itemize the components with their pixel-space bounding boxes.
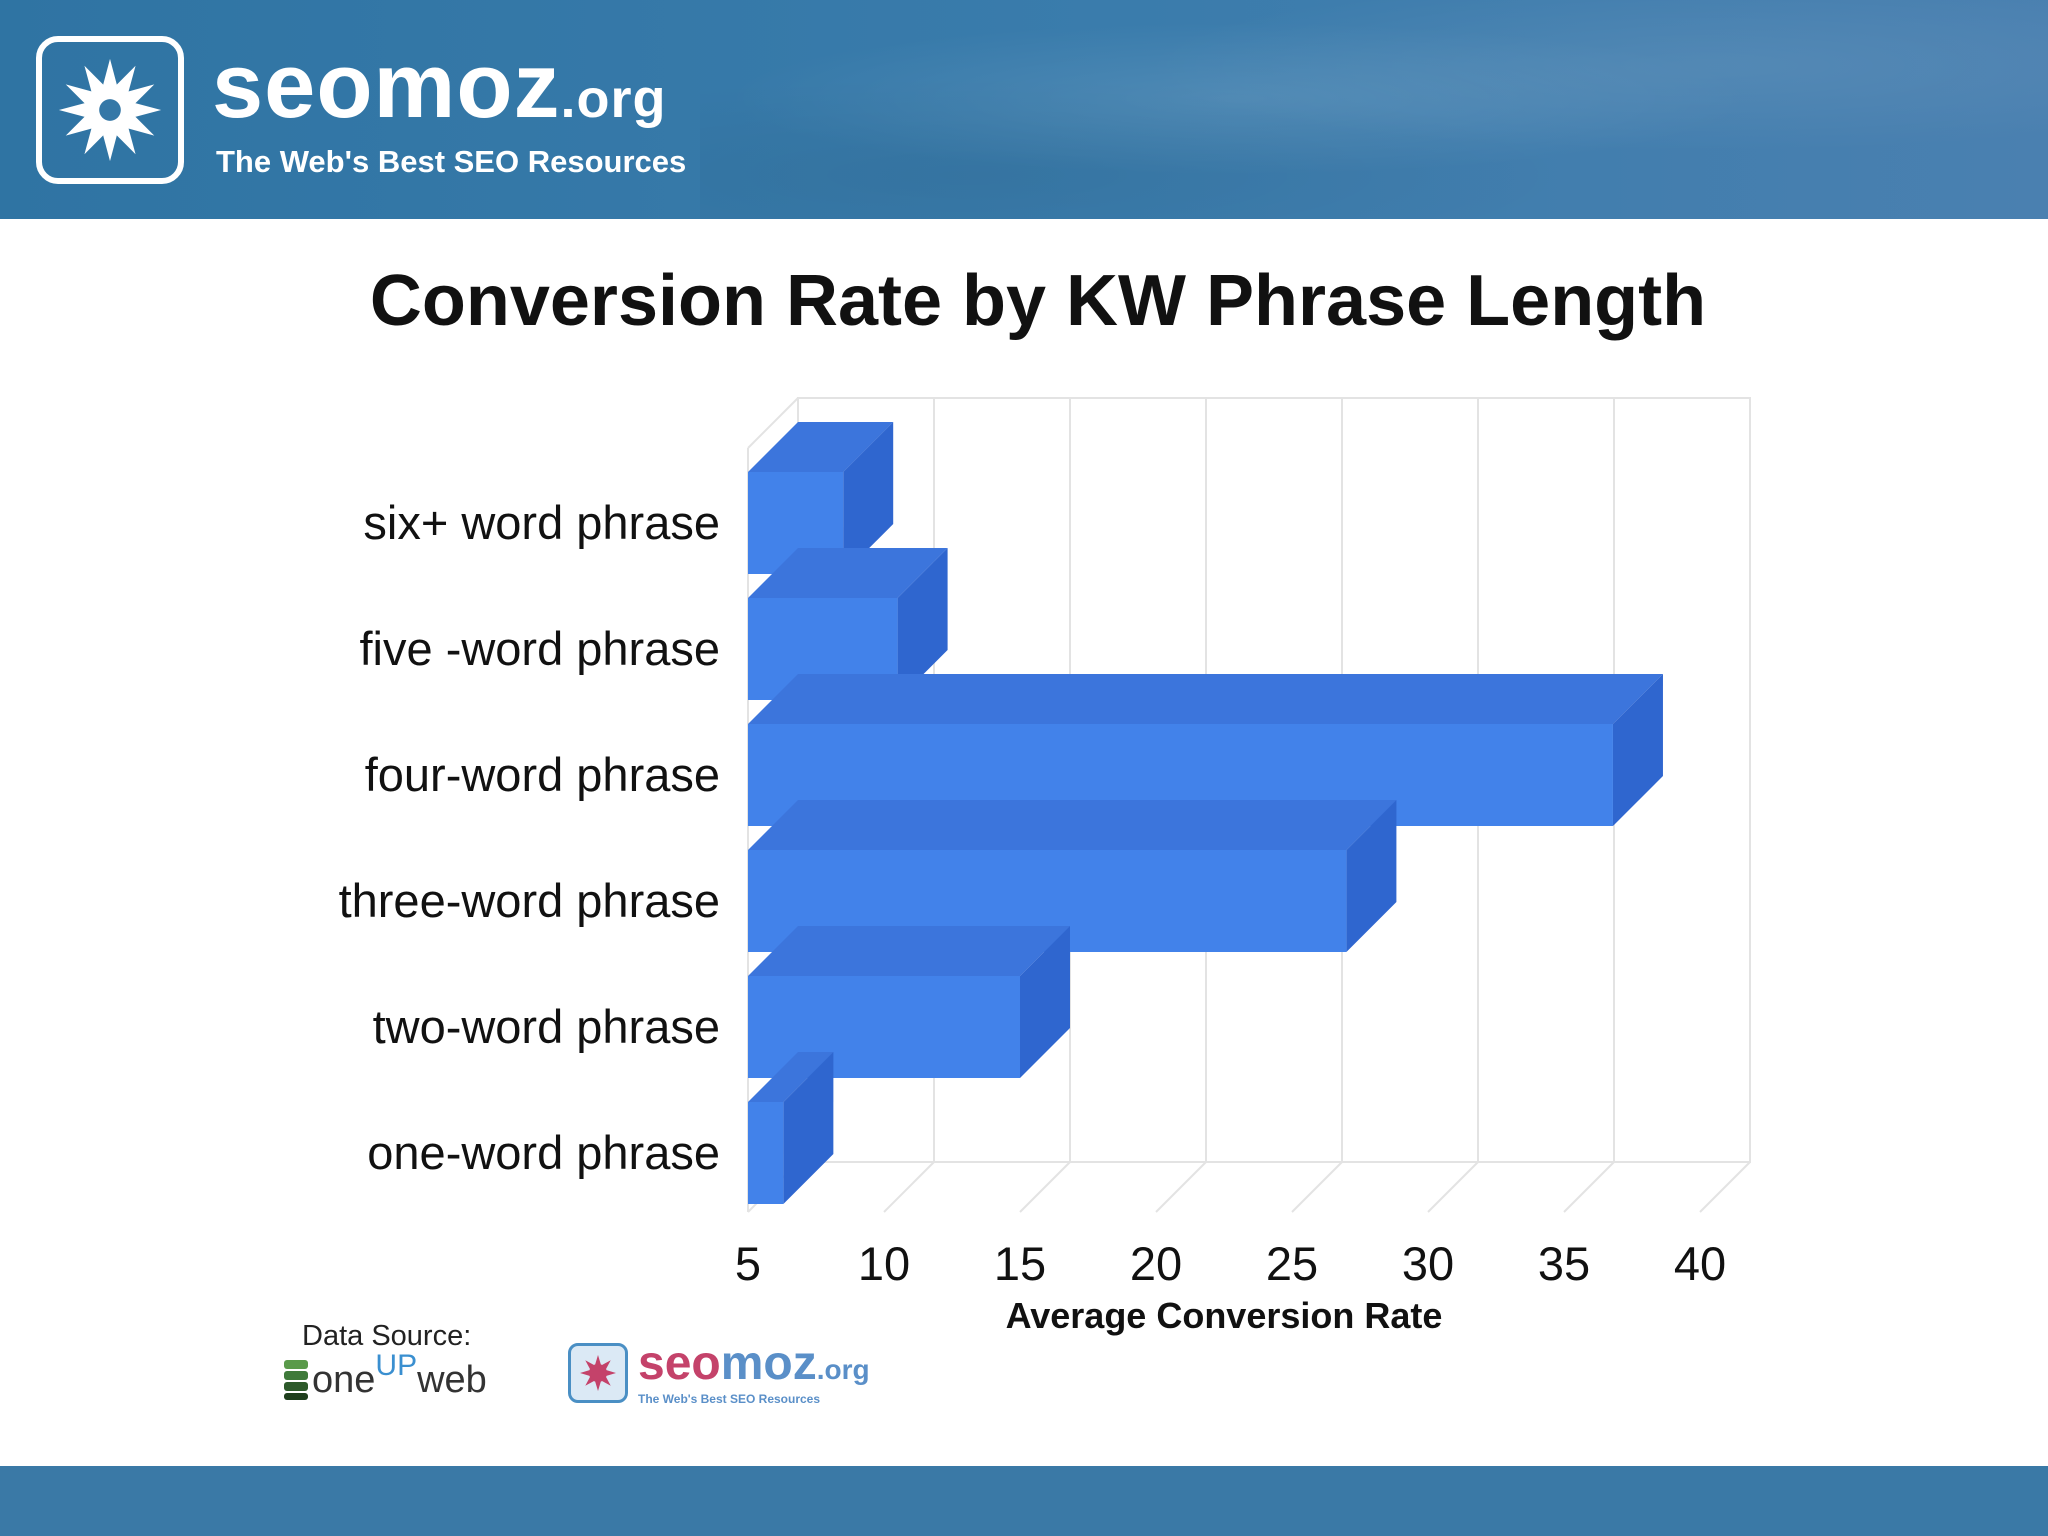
category-label: five -word phrase: [360, 622, 721, 675]
category-label: one-word phrase: [367, 1126, 720, 1179]
header-banner: seomoz.org The Web's Best SEO Resources: [0, 0, 2048, 219]
oneupweb-stack-icon: [284, 1360, 308, 1400]
bar-top-face: [748, 674, 1663, 724]
oneupweb-logo: one UP web: [282, 1349, 487, 1405]
floor-gridline: [1427, 1161, 1479, 1213]
seomoz-small-tld: .org: [816, 1354, 870, 1385]
oneupweb-prefix: one: [312, 1358, 376, 1401]
left-wall-top: [747, 397, 799, 449]
footer-bar: [0, 1466, 2048, 1536]
bar-top-face: [748, 1052, 834, 1102]
x-tick-label: 10: [858, 1237, 910, 1290]
brand-tld: .org: [560, 69, 667, 129]
floor-gridline: [1291, 1161, 1343, 1213]
seomoz-small-icon: [568, 1343, 628, 1403]
bar: [748, 1102, 784, 1204]
x-tick-label: 20: [1130, 1237, 1182, 1290]
x-axis-label: Average Conversion Rate: [1006, 1295, 1443, 1336]
bar-top-face: [748, 422, 894, 472]
seomoz-small-logo: seomoz.org The Web's Best SEO Resources: [568, 1340, 870, 1406]
bar-top-face: [748, 800, 1397, 850]
sun-star-icon: [58, 58, 162, 162]
x-tick-label: 35: [1538, 1237, 1590, 1290]
data-source-label: Data Source:: [302, 1320, 472, 1352]
x-tick-label: 15: [994, 1237, 1046, 1290]
oneupweb-suffix: web: [417, 1358, 487, 1401]
category-label: three-word phrase: [339, 874, 720, 927]
chart-title: Conversion Rate by KW Phrase Length: [370, 261, 1706, 341]
bar-side-face: [1612, 674, 1663, 826]
category-label: six+ word phrase: [363, 496, 720, 549]
brand-tagline: The Web's Best SEO Resources: [216, 144, 687, 179]
floor-gridline: [883, 1161, 935, 1213]
x-tick-label: 30: [1402, 1237, 1454, 1290]
x-tick-label: 5: [735, 1237, 761, 1290]
category-label: two-word phrase: [373, 1000, 720, 1053]
sun-star-small-icon: [580, 1355, 616, 1391]
floor-gridline: [1155, 1161, 1207, 1213]
bar-side-face: [1346, 800, 1397, 952]
seomoz-logo-icon: [36, 36, 184, 184]
bar-top-face: [748, 926, 1070, 976]
floor-gridline: [1699, 1161, 1751, 1213]
x-tick-label: 25: [1266, 1237, 1318, 1290]
header-texture: [700, 0, 2048, 219]
seomoz-small-text: seomoz.org The Web's Best SEO Resources: [638, 1340, 870, 1406]
floor-gridline: [1563, 1161, 1615, 1213]
floor-gridline: [1019, 1161, 1071, 1213]
x-tick-label: 40: [1674, 1237, 1726, 1290]
oneupweb-up: UP: [375, 1349, 418, 1382]
brand-name-line: seomoz.org: [212, 40, 686, 145]
seomoz-small-tagline: The Web's Best SEO Resources: [638, 1392, 821, 1406]
bar-top-face: [748, 548, 948, 598]
seomoz-small-name: seomoz.org: [638, 1340, 870, 1393]
brand-name: seomoz: [212, 35, 561, 137]
bar-side-face: [1020, 926, 1070, 1078]
seomoz-small-name-a: seo: [638, 1337, 721, 1390]
conversion-rate-chart: Conversion Rate by KW Phrase Length six+ …: [339, 261, 1751, 1336]
bar-side-face: [897, 548, 948, 700]
category-label: four-word phrase: [365, 748, 720, 801]
seomoz-small-name-b: moz: [720, 1337, 817, 1390]
bar-side-face: [843, 422, 894, 574]
bar-side-face: [783, 1052, 834, 1204]
brand-block: seomoz.org The Web's Best SEO Resources: [212, 40, 686, 179]
